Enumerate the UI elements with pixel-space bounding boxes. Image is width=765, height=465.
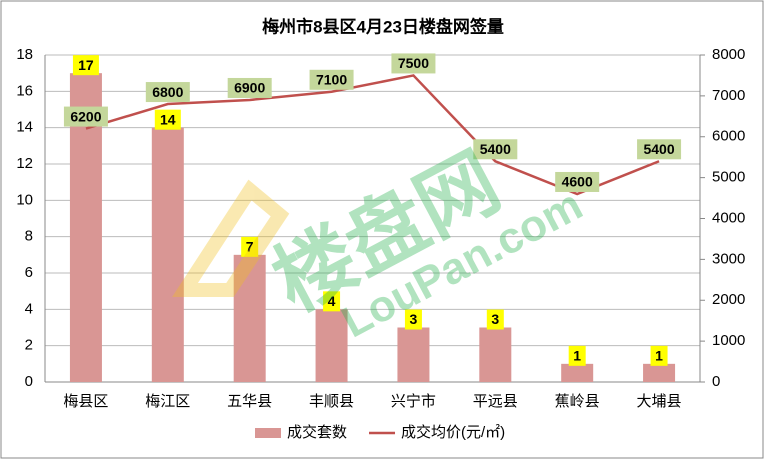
bar	[233, 254, 266, 382]
y-tick-label: 18	[16, 46, 33, 63]
bar	[397, 327, 430, 382]
y-tick-label: 2	[25, 337, 33, 354]
data-label-box	[241, 236, 259, 257]
data-label: 6900	[234, 80, 265, 96]
x-tick-label: 大埔县	[637, 393, 682, 410]
y-tick-label: 12	[16, 155, 33, 172]
y2-tick-label: 1000	[712, 332, 745, 349]
x-tick-label: 平远县	[473, 393, 518, 410]
data-label: 3	[491, 311, 499, 327]
y2-tick-label: 7000	[712, 87, 745, 104]
data-label-box	[323, 291, 341, 312]
data-label-box	[568, 345, 586, 366]
bar	[151, 127, 184, 383]
y2-tick-label: 3000	[712, 250, 745, 267]
bar	[643, 363, 676, 382]
data-label: 17	[78, 57, 94, 73]
y2-tick-label: 5000	[712, 169, 745, 186]
data-label-box	[309, 69, 354, 90]
data-label-box	[555, 171, 600, 192]
y-tick-label: 14	[16, 119, 33, 136]
y2-tick-label: 4000	[712, 209, 745, 226]
data-label: 7100	[316, 71, 347, 87]
data-label: 3	[410, 311, 418, 327]
data-label-box	[72, 55, 99, 76]
chart-title: 梅州市8县区4月23日楼盘网签量	[262, 16, 504, 36]
data-label-box	[486, 309, 504, 330]
data-label-box	[650, 345, 668, 366]
bar	[315, 309, 348, 382]
y2-tick-label: 8000	[712, 46, 745, 63]
data-label-box	[404, 309, 422, 330]
legend-swatch	[255, 428, 281, 438]
data-label-box	[227, 77, 272, 98]
bar	[479, 327, 512, 382]
data-label: 6200	[70, 108, 101, 124]
data-label: 4	[328, 293, 336, 309]
data-label-box	[63, 106, 108, 127]
y-tick-label: 0	[25, 373, 33, 390]
data-label-box	[637, 139, 682, 160]
y2-tick-label: 6000	[712, 128, 745, 145]
data-label-box	[154, 109, 181, 130]
data-label-box	[391, 53, 436, 74]
y-tick-label: 4	[25, 300, 33, 317]
x-tick-label: 蕉岭县	[555, 393, 600, 410]
bar	[561, 363, 594, 382]
data-label: 6800	[152, 84, 183, 100]
y2-tick-label: 0	[712, 373, 720, 390]
data-label: 5400	[643, 141, 674, 157]
y-tick-label: 6	[25, 264, 33, 281]
y-tick-label: 8	[25, 228, 33, 245]
data-label-box	[473, 139, 518, 160]
x-tick-label: 梅江区	[145, 393, 190, 410]
y2-tick-label: 2000	[712, 291, 745, 308]
x-tick-label: 五华县	[227, 393, 272, 410]
x-tick-label: 兴宁市	[391, 393, 436, 410]
data-label: 1	[573, 348, 581, 364]
data-label: 1	[655, 348, 663, 364]
y-tick-label: 10	[16, 191, 33, 208]
legend-label: 成交均价(元/㎡)	[401, 423, 505, 441]
data-label: 5400	[480, 141, 511, 157]
legend-label: 成交套数	[287, 423, 347, 441]
x-tick-label: 丰顺县	[309, 393, 354, 410]
data-label: 7	[246, 239, 254, 255]
data-label: 7500	[398, 55, 429, 71]
data-label-box	[145, 82, 190, 103]
y-tick-label: 16	[16, 82, 33, 99]
data-label: 14	[160, 111, 176, 127]
x-tick-label: 梅县区	[63, 393, 108, 410]
data-label: 4600	[562, 174, 593, 190]
